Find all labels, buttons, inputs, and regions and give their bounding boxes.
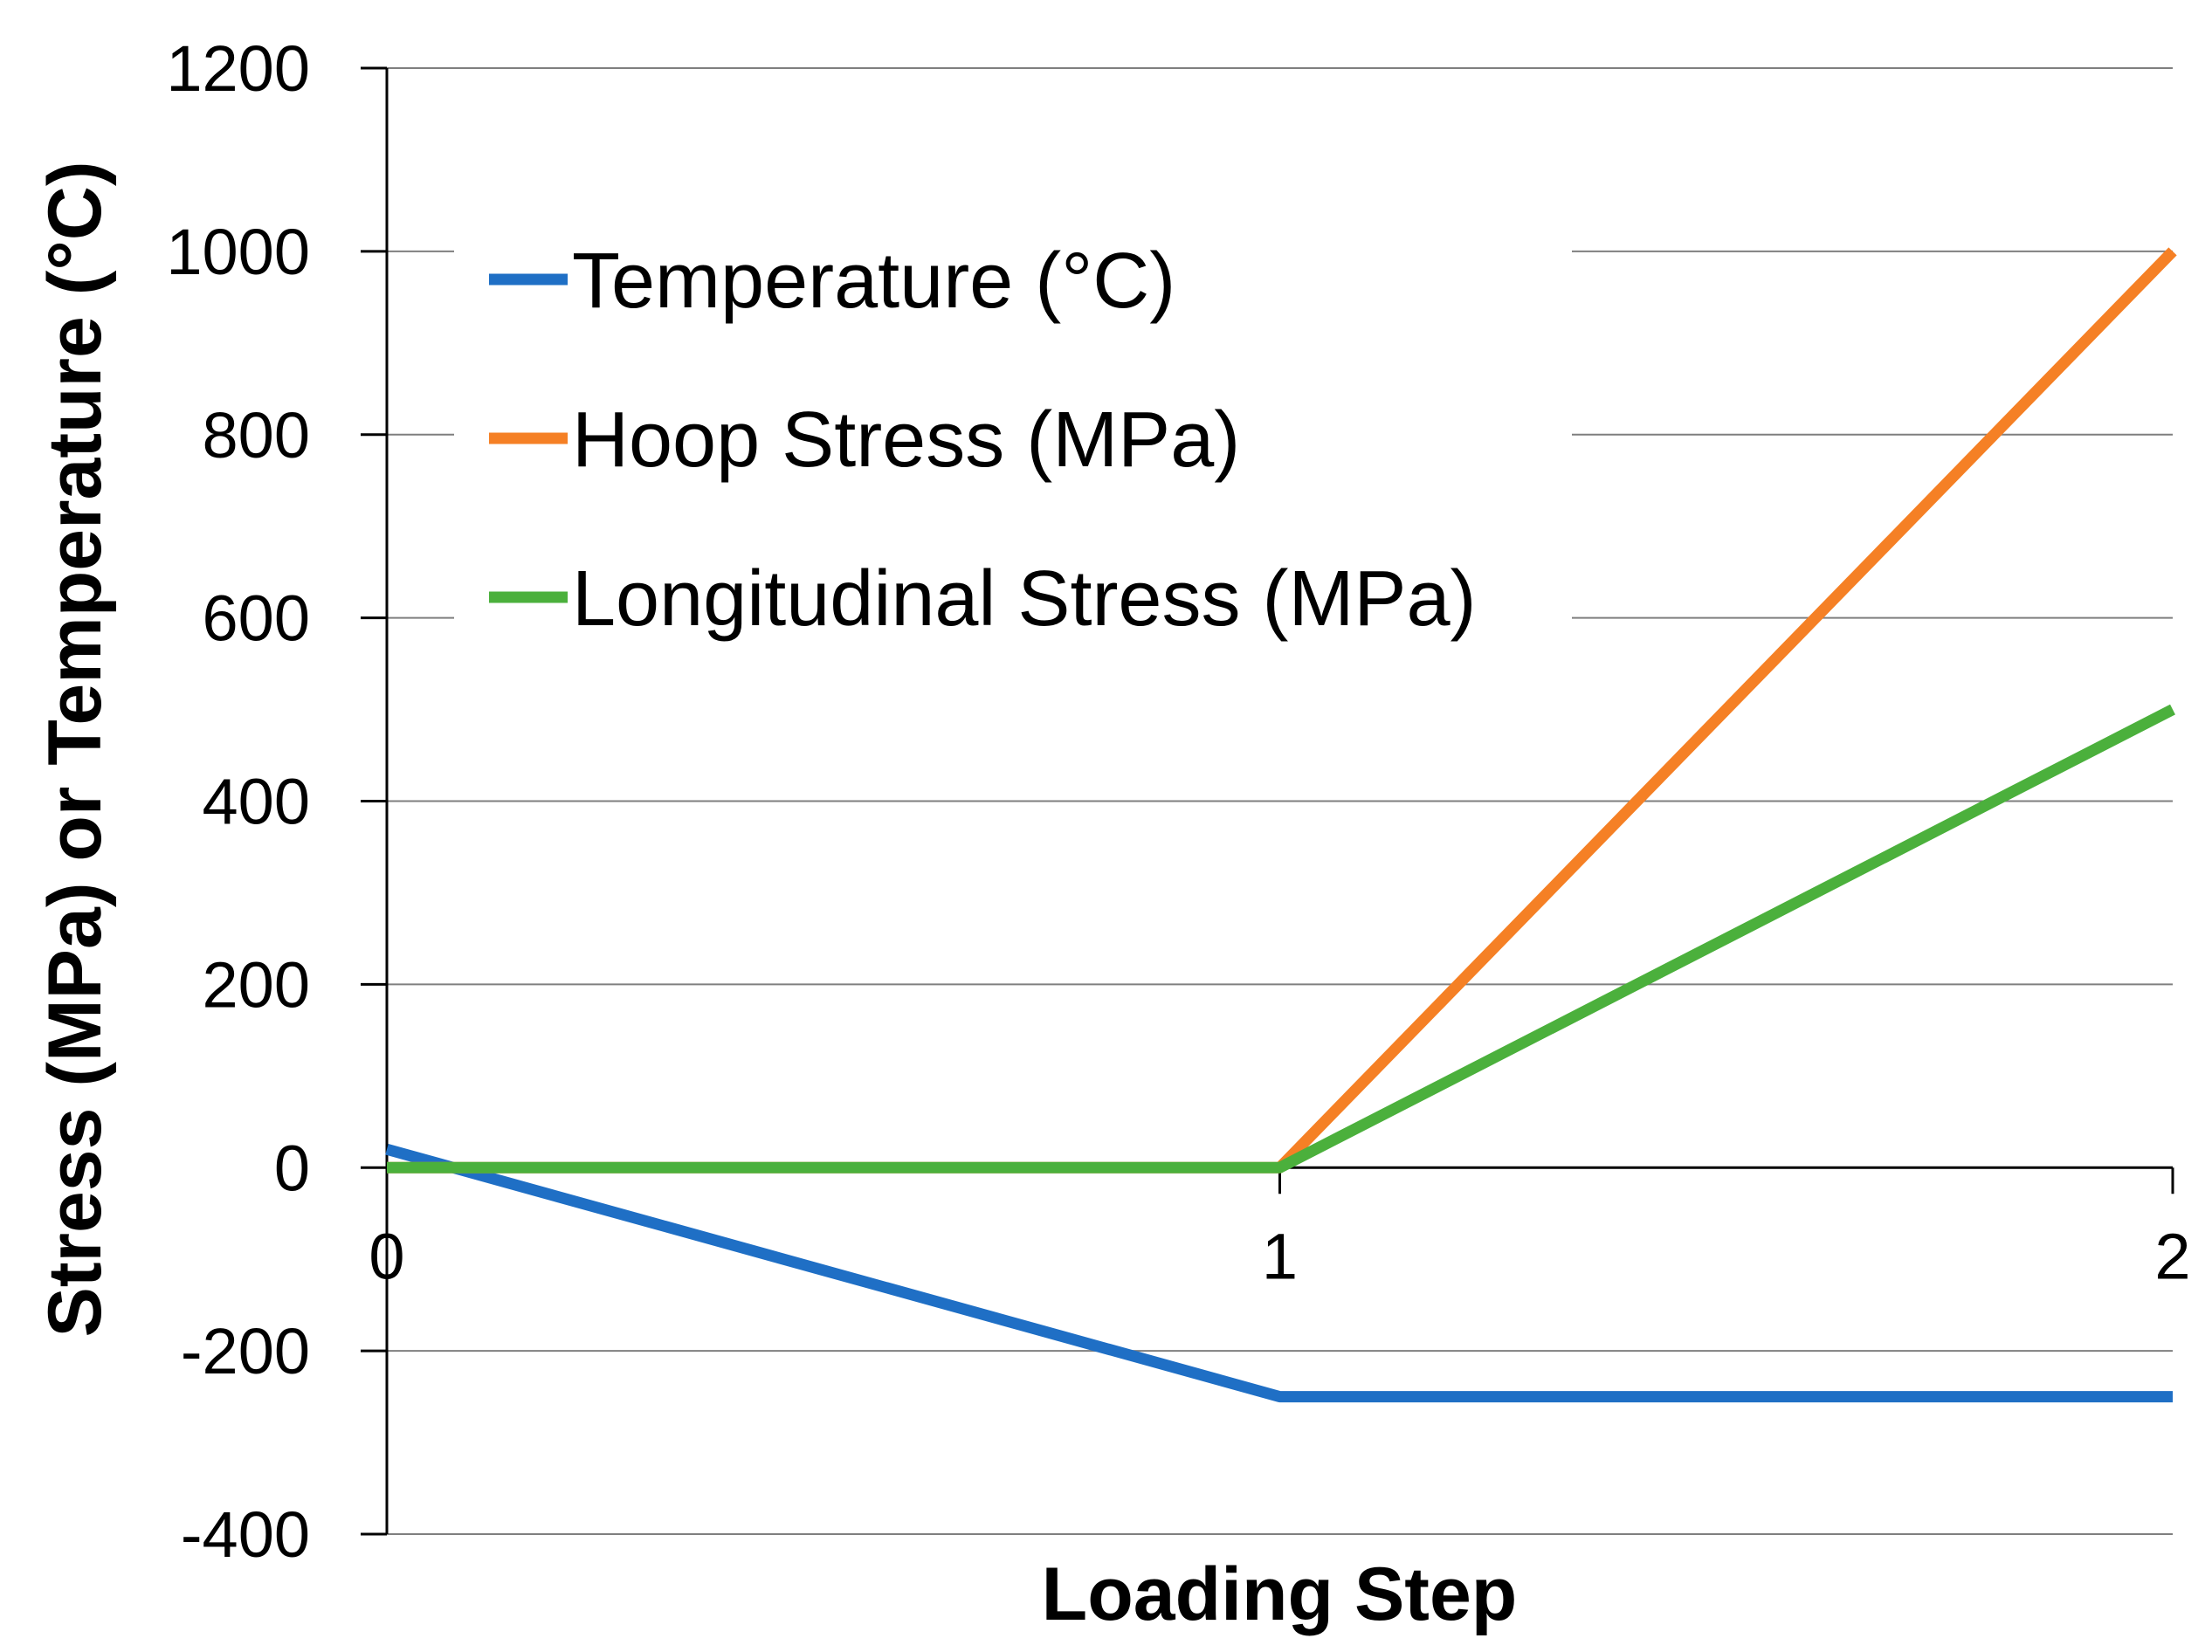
x-tick-label: 2 (2154, 1220, 2190, 1292)
y-tick-label: -400 (181, 1498, 310, 1571)
y-tick-label: 800 (203, 399, 310, 472)
legend-label: Longitudinal Stress (MPa) (572, 555, 1476, 643)
legend-label: Hoop Stress (MPa) (572, 396, 1240, 484)
y-tick-label: 0 (274, 1132, 310, 1204)
y-tick-label: 400 (203, 766, 310, 838)
legend: Temperature (°C) Hoop Stress (MPa) Longitu… (454, 210, 1572, 704)
legend-label: Temperature (°C) (572, 237, 1175, 325)
y-tick-label: 1200 (166, 32, 310, 105)
y-tick-label: 600 (203, 582, 310, 655)
axes: -400 -200 0 200 400 600 800 1000 1200 0 1 2 (166, 32, 2190, 1571)
series-line-1 (385, 1143, 2173, 1403)
y-axis-title: Stress (MPa) or Temperature (°C) (33, 162, 117, 1338)
y-tick-label: 200 (203, 948, 310, 1021)
series-line-3 (387, 704, 2175, 1174)
series-lines (385, 247, 2177, 1403)
y-tick-label: 1000 (166, 216, 310, 288)
x-tick-label: 1 (1262, 1220, 1298, 1292)
x-tick-label: 0 (369, 1220, 404, 1292)
y-tick-label: -200 (181, 1315, 310, 1387)
x-axis-title: Loading Step (1042, 1552, 1518, 1636)
axis-labels: Loading Step Stress (MPa) or Temperature… (33, 162, 1517, 1636)
legend-background (454, 210, 1572, 704)
